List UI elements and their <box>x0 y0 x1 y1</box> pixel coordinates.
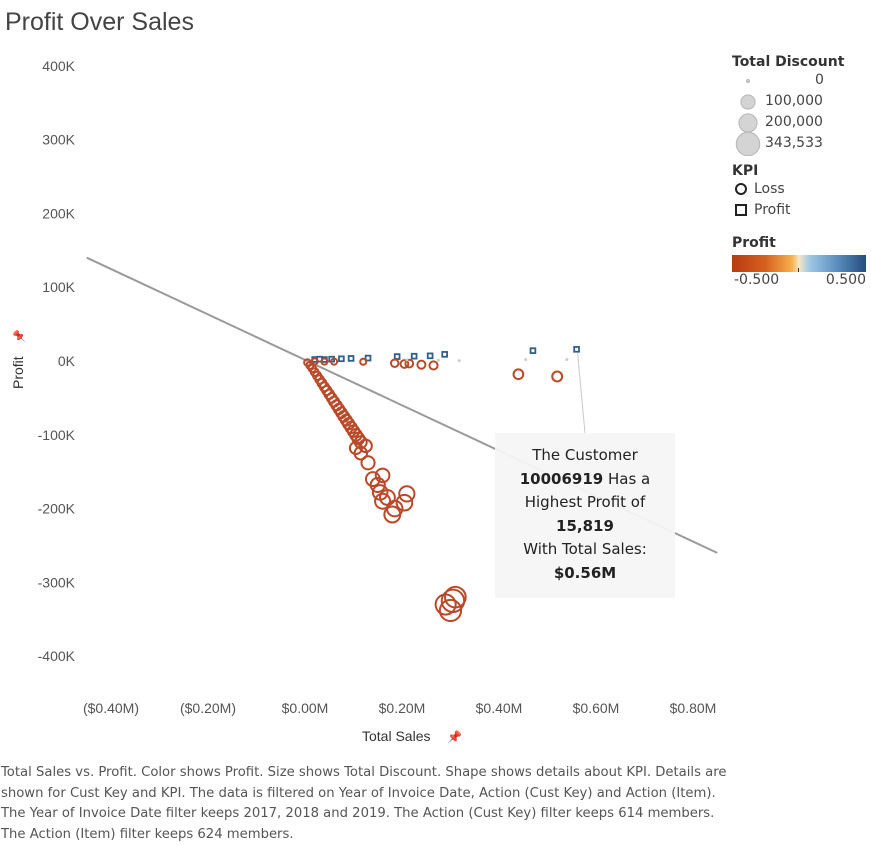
profit-square-mark[interactable] <box>573 346 580 353</box>
loss-circle-mark[interactable] <box>330 357 339 366</box>
color-gradient-bar <box>732 255 866 272</box>
loss-circle-mark[interactable] <box>369 476 386 494</box>
size-legend-label: 0 <box>815 72 824 88</box>
loss-circle-mark[interactable] <box>444 585 467 609</box>
profit-square-mark[interactable] <box>441 351 448 358</box>
x-tick-label: ($0.20M) <box>180 700 236 716</box>
legend-panel: Total Discount 0 100,000 200,000 343,533 KP… <box>732 54 868 290</box>
y-tick-label: 400K <box>42 58 75 74</box>
y-tick-label: 200K <box>42 205 75 221</box>
loss-circle-mark[interactable] <box>512 368 525 381</box>
loss-circle-mark[interactable] <box>353 445 369 461</box>
legend-label-loss: Loss <box>754 181 785 197</box>
loss-circle-mark[interactable] <box>383 505 402 524</box>
square-icon <box>735 204 747 216</box>
y-tick-label: 300K <box>42 132 75 148</box>
x-tick-label: $0.00M <box>282 700 329 716</box>
tooltip-line1: The Customer <box>532 446 638 464</box>
size-legend-item: 200,000 <box>732 112 868 133</box>
x-axis-title: Total Sales <box>362 728 430 744</box>
x-axis-ticks: ($0.40M) ($0.20M) $0.00M $0.20M $0.40M $0.60M… <box>83 700 716 716</box>
size-legend-label: 100,000 <box>765 93 823 109</box>
data-marks[interactable] <box>303 346 580 623</box>
y-axis-ticks: 400K 300K 200K 100K 0K -100K -200K -300K -400K <box>38 58 76 664</box>
size-legend: 0 100,000 200,000 343,533 <box>732 70 868 156</box>
profit-square-mark[interactable] <box>338 355 345 363</box>
size-legend-item: 100,000 <box>732 91 868 112</box>
loss-circle-mark[interactable] <box>320 357 329 366</box>
loss-circle-mark[interactable] <box>310 357 319 366</box>
loss-circle-mark[interactable] <box>404 358 415 369</box>
tooltip-profit-value: 15,819 <box>556 516 614 535</box>
size-circle-icon <box>735 132 761 156</box>
tooltip-line2-suffix: Has a <box>603 469 651 488</box>
x-tick-label: ($0.40M) <box>83 700 139 716</box>
y-axis-title: Profit <box>10 356 26 389</box>
page-title: Profit Over Sales <box>5 8 194 36</box>
chart-caption: Total Sales vs. Profit. Color shows Prof… <box>1 765 727 842</box>
tooltip-pointer <box>577 353 586 434</box>
size-legend-title: Total Discount <box>732 54 845 70</box>
loss-circle-mark[interactable] <box>395 493 414 512</box>
profit-square-mark[interactable] <box>364 354 372 362</box>
profit-square-mark[interactable] <box>426 352 434 360</box>
y-tick-label: 100K <box>42 279 75 295</box>
tooltip-sales-value: $0.56M <box>553 563 617 582</box>
profit-square-mark[interactable] <box>410 352 418 360</box>
x-tick-label: $0.80M <box>670 700 717 716</box>
loss-circle-mark[interactable] <box>359 357 368 366</box>
zero-discount-mark[interactable] <box>565 358 569 362</box>
loss-circle-mark[interactable] <box>551 370 564 383</box>
size-circle-icon <box>740 94 756 110</box>
y-tick-label: -200K <box>38 501 76 517</box>
loss-circle-mark[interactable] <box>398 485 416 503</box>
size-legend-label: 343,533 <box>765 135 823 151</box>
x-tick-label: $0.60M <box>573 700 620 716</box>
legend-item-loss[interactable]: Loss <box>732 179 868 200</box>
tooltip-annotation: The Customer 10006919 Has a Highest Prof… <box>495 433 675 598</box>
size-legend-item: 343,533 <box>732 132 868 156</box>
x-tick-label: $0.40M <box>476 700 523 716</box>
tooltip-line3: Highest Profit of <box>524 493 646 511</box>
circle-icon <box>735 183 747 195</box>
color-legend-max: 0.500 <box>825 272 866 288</box>
x-tick-label: $0.20M <box>379 700 426 716</box>
x-axis-pin-icon: 📌 <box>447 729 462 744</box>
legend-item-profit[interactable]: Profit <box>732 200 868 221</box>
zero-discount-mark[interactable] <box>524 358 528 362</box>
y-axis-pin-icon: 📌 <box>12 329 26 343</box>
loss-circle-mark[interactable] <box>438 598 463 623</box>
loss-circle-mark[interactable] <box>399 359 410 369</box>
size-legend-label: 200,000 <box>765 114 823 130</box>
y-tick-label: -400K <box>38 648 76 664</box>
loss-circle-mark[interactable] <box>360 455 376 471</box>
loss-circle-mark[interactable] <box>374 467 391 484</box>
y-tick-label: 0K <box>58 353 76 369</box>
profit-square-mark[interactable] <box>347 355 355 362</box>
color-legend-min: -0.500 <box>734 272 780 288</box>
zero-discount-mark[interactable] <box>405 358 409 362</box>
zero-discount-mark[interactable] <box>436 358 440 362</box>
y-tick-label: -100K <box>38 427 76 443</box>
y-tick-label: -300K <box>38 574 76 590</box>
loss-circle-mark[interactable] <box>358 438 373 454</box>
loss-circle-mark[interactable] <box>416 359 427 370</box>
zero-discount-mark[interactable] <box>457 359 461 363</box>
tooltip-line5: With Total Sales: <box>523 540 647 558</box>
shape-legend-title: KPI <box>732 163 759 179</box>
profit-square-mark[interactable] <box>393 353 401 360</box>
size-legend-item: 0 <box>732 70 868 91</box>
legend-label-profit: Profit <box>754 202 791 218</box>
size-circle-icon <box>746 79 750 83</box>
profit-square-mark[interactable] <box>529 347 537 354</box>
tooltip-customer-id: 10006919 <box>519 469 604 488</box>
color-legend-title: Profit <box>732 235 776 251</box>
loss-circle-mark[interactable] <box>428 360 439 371</box>
loss-circle-mark[interactable] <box>389 358 400 368</box>
